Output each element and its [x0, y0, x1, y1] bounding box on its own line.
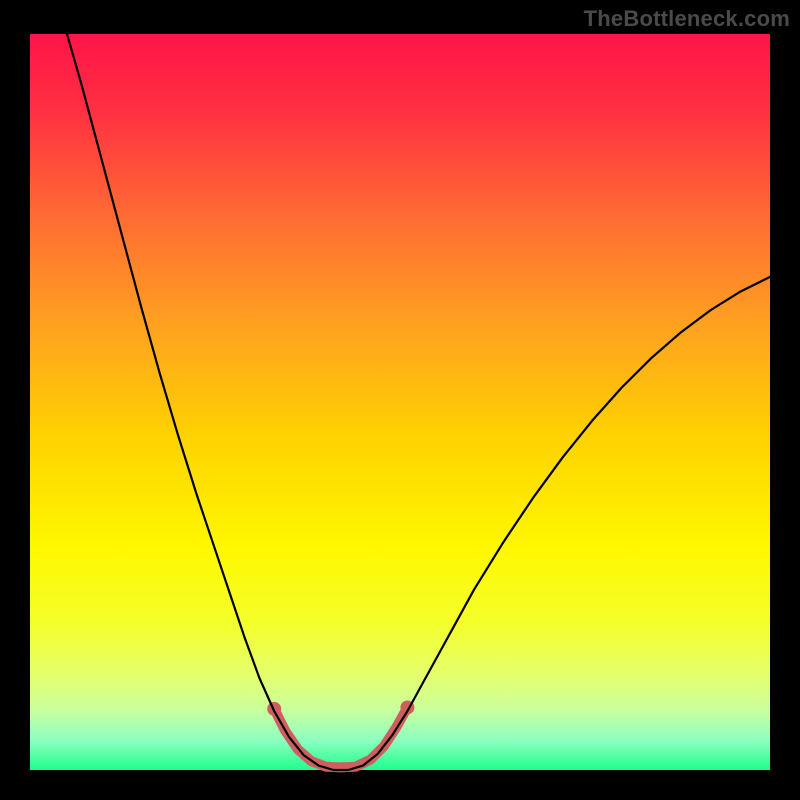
chart-stage: TheBottleneck.com — [0, 0, 800, 800]
bottleneck-curve-plot — [0, 0, 800, 800]
gradient-background — [30, 34, 770, 770]
watermark-text: TheBottleneck.com — [584, 6, 790, 32]
